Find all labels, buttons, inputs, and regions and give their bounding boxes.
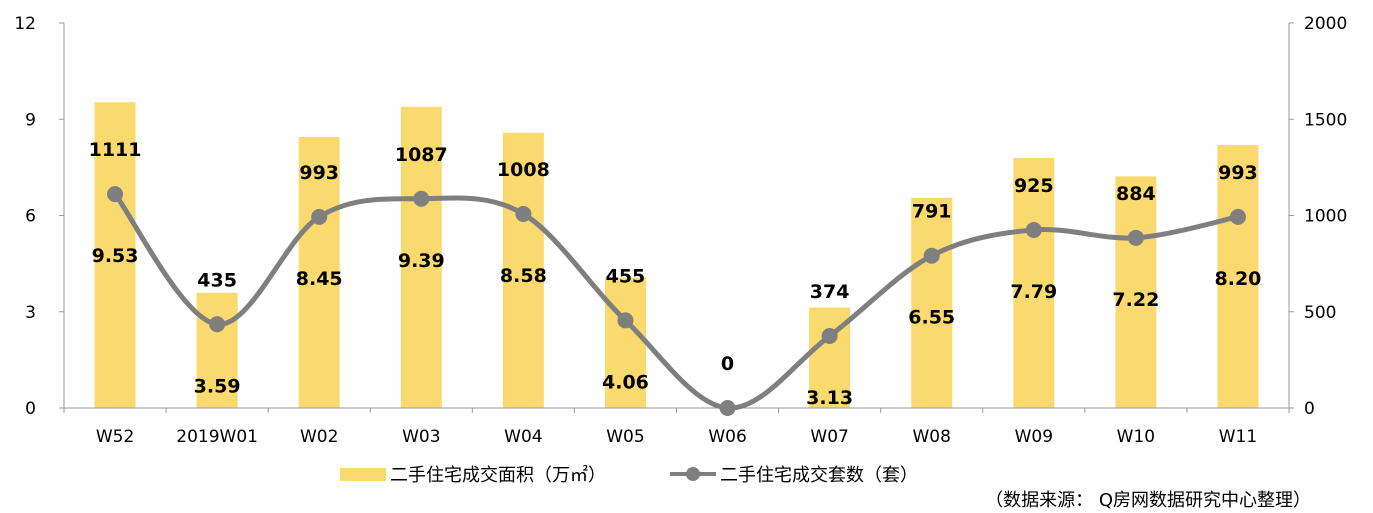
x-tick-label: 2019W01 bbox=[176, 427, 258, 447]
bar bbox=[1013, 158, 1055, 408]
line-value-label: 0 bbox=[721, 353, 734, 375]
line-point bbox=[821, 328, 838, 345]
line-point bbox=[617, 312, 634, 329]
line-point bbox=[719, 400, 736, 416]
x-tick-label: W09 bbox=[1015, 427, 1053, 447]
line-value-label: 1008 bbox=[497, 159, 550, 181]
bar-value-label: 6.55 bbox=[908, 307, 955, 329]
combo-chart: 0 3 6 9 12 0 500 1000 1500 2000 W52 2019W01 W02 W03 W0… bbox=[14, 14, 1347, 460]
bar-value-label: 9.53 bbox=[92, 245, 139, 267]
left-tick-label: 0 bbox=[25, 399, 36, 419]
line-value-label: 884 bbox=[1116, 183, 1156, 205]
line-point bbox=[107, 186, 124, 203]
line-point bbox=[1229, 208, 1246, 225]
x-tick-label: W04 bbox=[504, 427, 542, 447]
x-tick-label: W06 bbox=[708, 427, 746, 447]
left-tick-label: 12 bbox=[14, 14, 36, 34]
source-note: （数据来源： Q房网数据研究中心整理） bbox=[985, 490, 1311, 511]
legend-label-area: 二手住宅成交面积（万㎡） bbox=[390, 465, 606, 486]
line-value-label: 993 bbox=[299, 162, 339, 184]
legend-bar-swatch bbox=[340, 467, 386, 481]
axes-layer: 0 3 6 9 12 0 500 1000 1500 2000 W52 2019W01 W02 W03 W0… bbox=[14, 14, 1347, 447]
bar bbox=[502, 132, 544, 408]
bar-value-label: 7.79 bbox=[1010, 281, 1057, 303]
line-point bbox=[1127, 229, 1144, 246]
bar bbox=[94, 102, 136, 408]
line-value-label: 1087 bbox=[395, 144, 448, 166]
bar-value-label: 7.22 bbox=[1112, 289, 1159, 311]
line-value-label: 791 bbox=[912, 201, 952, 223]
bar-value-label: 4.06 bbox=[602, 371, 649, 393]
line-value-label: 455 bbox=[606, 265, 646, 287]
bar bbox=[911, 197, 953, 408]
line-value-label: 1111 bbox=[89, 139, 142, 161]
x-tick-label: W02 bbox=[300, 427, 338, 447]
line-value-label: 374 bbox=[810, 281, 850, 303]
right-tick-label: 1500 bbox=[1304, 110, 1347, 130]
x-tick-label: W11 bbox=[1219, 427, 1257, 447]
bar-value-label: 8.20 bbox=[1215, 268, 1262, 290]
x-tick-label: W08 bbox=[912, 427, 950, 447]
left-tick-label: 3 bbox=[25, 303, 36, 323]
labels-layer: 9.53 3.59 8.45 9.39 8.58 4.06 0.00 3.13 6.55 7.79… bbox=[89, 139, 1262, 460]
left-tick-label: 6 bbox=[25, 207, 36, 227]
bar-value-label: 8.45 bbox=[296, 268, 343, 290]
bar-value-label: 3.13 bbox=[806, 387, 853, 409]
line-point bbox=[311, 208, 328, 225]
line-value-label: 993 bbox=[1218, 162, 1258, 184]
right-tick-label: 0 bbox=[1304, 399, 1315, 419]
legend-line-swatch bbox=[670, 467, 716, 481]
legend: 二手住宅成交面积（万㎡） 二手住宅成交套数（套） bbox=[340, 462, 918, 486]
bar bbox=[1115, 176, 1157, 408]
line-point bbox=[209, 316, 226, 333]
legend-item-count: 二手住宅成交套数（套） bbox=[670, 461, 918, 487]
right-tick-label: 1000 bbox=[1304, 207, 1347, 227]
right-tick-label: 500 bbox=[1304, 303, 1336, 323]
x-tick-label: W05 bbox=[606, 427, 644, 447]
x-tick-label: W52 bbox=[96, 427, 134, 447]
line-point bbox=[923, 247, 940, 264]
line-value-label: 925 bbox=[1014, 175, 1054, 197]
line-point bbox=[515, 205, 532, 222]
right-tick-label: 2000 bbox=[1304, 14, 1347, 34]
bar-value-label: 3.59 bbox=[194, 375, 241, 397]
bar bbox=[196, 292, 238, 408]
x-tick-label: W10 bbox=[1117, 427, 1155, 447]
bar-value-label: 9.39 bbox=[398, 250, 445, 272]
bar-value-label: 0.00 bbox=[704, 459, 751, 460]
bar-value-label: 8.58 bbox=[500, 265, 547, 287]
line-point bbox=[413, 190, 430, 207]
line-value-label: 435 bbox=[197, 269, 237, 291]
legend-item-area: 二手住宅成交面积（万㎡） bbox=[340, 461, 606, 487]
bar bbox=[604, 277, 646, 408]
series-line bbox=[113, 192, 1239, 411]
legend-label-count: 二手住宅成交套数（套） bbox=[720, 465, 918, 486]
line-point bbox=[1025, 221, 1042, 238]
x-tick-label: W03 bbox=[402, 427, 440, 447]
x-tick-label: W07 bbox=[810, 427, 848, 447]
bar bbox=[400, 106, 442, 409]
line-layer bbox=[107, 186, 1246, 416]
bar bbox=[298, 136, 340, 409]
bar bbox=[1217, 144, 1259, 408]
left-tick-label: 9 bbox=[25, 110, 36, 130]
bars-layer bbox=[94, 102, 1259, 409]
